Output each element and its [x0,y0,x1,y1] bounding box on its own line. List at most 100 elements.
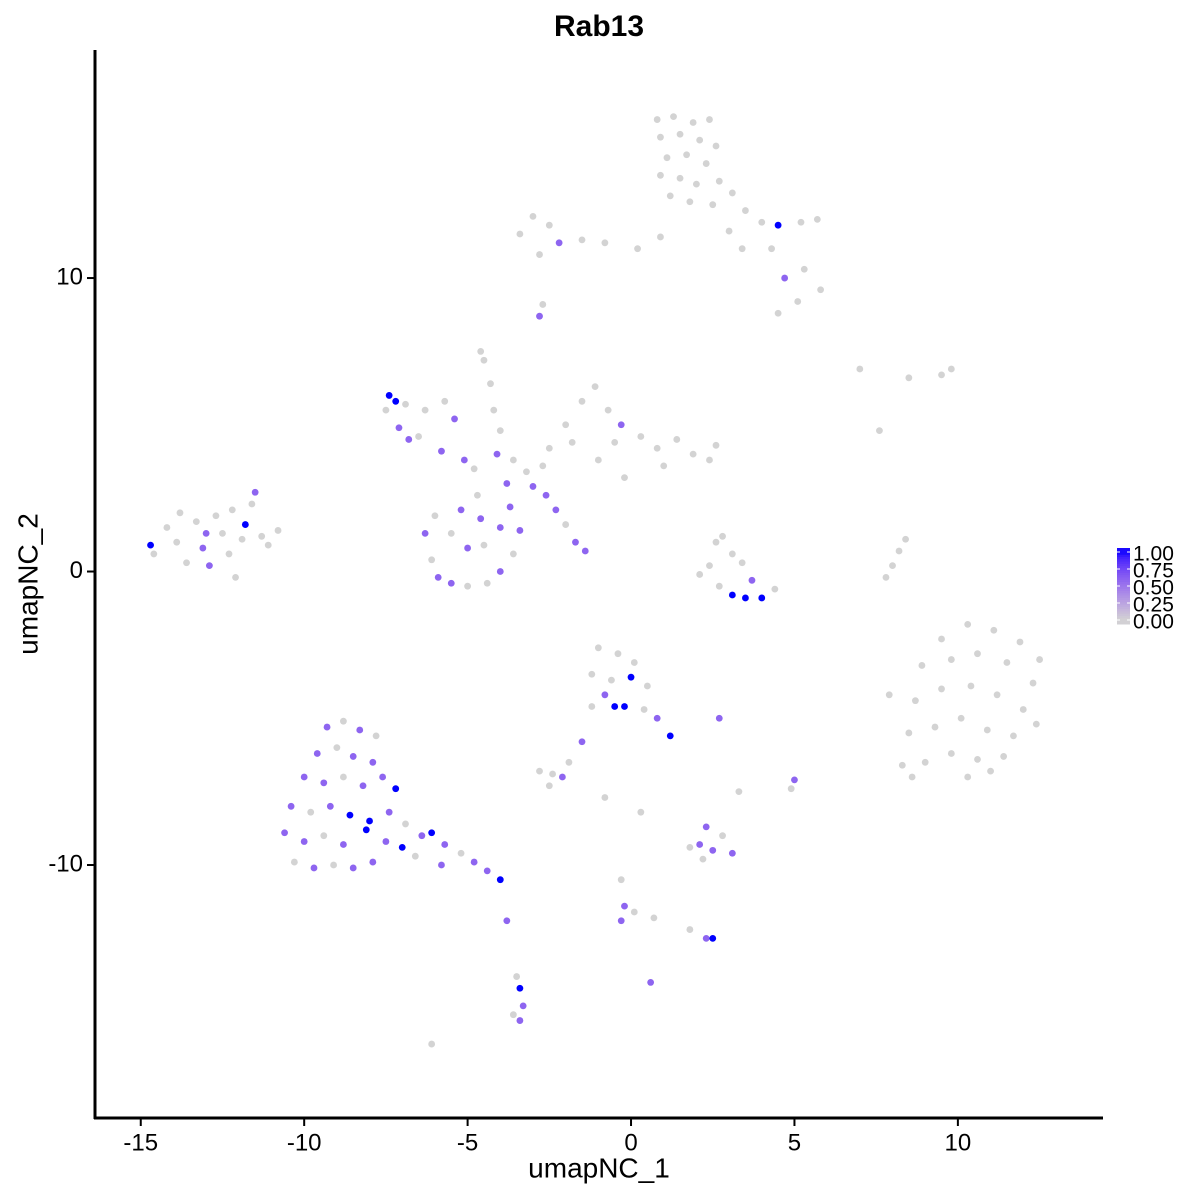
cell-point [650,914,658,922]
cell-point [496,524,504,531]
cell-point [689,450,697,458]
cell-point [699,855,707,863]
cell-point [993,691,1001,699]
cell-point [715,582,723,590]
cell-point [660,462,668,470]
cell-point [1003,659,1011,666]
cell-point [666,192,674,200]
cell-point [800,265,808,273]
cell-point [470,465,478,473]
cell-point [931,723,939,731]
colorbar-label: 0.25 [1133,594,1174,617]
cell-point [545,221,553,229]
cell-point [225,550,233,558]
cell-point [480,541,488,549]
cell-point [1029,679,1037,687]
cell-point [817,286,825,294]
cell-point [356,726,364,734]
colorbar-segment [1117,558,1130,562]
cell-point [241,521,249,528]
cell-point [1010,732,1017,740]
cell-point [974,755,981,763]
colorbar-label: 0.00 [1133,611,1174,634]
cell-point [918,662,926,669]
colorbar-segment [1117,606,1130,610]
cell-point [938,371,945,379]
cell-point [457,506,465,514]
cell-point [421,406,429,414]
cell-point [392,397,400,405]
cell-point [715,714,723,722]
cell-point [565,758,573,766]
colorbar-segment [1117,572,1130,576]
cell-point [614,650,622,658]
cell-point [506,503,514,511]
cell-point [300,773,308,781]
colorbar-segment [1117,567,1130,571]
cell-point [640,706,648,713]
colorbar-segment [1117,556,1130,560]
cell-point [464,582,472,590]
colorbar-segment [1117,592,1130,596]
y-axis-title: umapNC_2 [12,513,43,655]
cell-point [591,383,599,391]
cell-point [369,858,377,866]
cell-point [911,697,919,705]
chart-title: Rab13 [554,10,644,43]
cell-point [219,529,226,537]
cell-point [487,380,494,388]
cell-point [545,444,553,452]
cell-point [274,527,282,534]
cell-point [496,568,504,575]
cell-point [1000,753,1008,760]
cell-point [908,773,916,781]
cell-point [601,794,609,801]
cell-point [438,447,445,455]
cell-point [738,245,746,253]
cell-point [552,506,560,514]
cell-point [447,579,455,587]
cell-point [719,532,726,540]
cell-point [562,521,570,528]
cell-point [333,744,341,752]
cell-point [539,301,547,308]
cell-point [555,239,563,247]
cell-point [696,136,704,144]
cell-point [706,562,713,570]
colorbar-segment [1117,617,1130,625]
cell-point [310,864,318,872]
cell-point [421,529,429,537]
cell-point [549,770,556,778]
cell-point [372,732,380,740]
cell-point [725,227,733,235]
cell-point [431,512,439,520]
cell-point [712,538,720,546]
cell-point [715,177,723,185]
cell-point [608,676,615,684]
cell-point [588,703,596,710]
cell-point [545,782,553,790]
colorbar-segment [1117,574,1130,578]
colorbar-segment [1117,597,1130,601]
cell-point [248,500,256,508]
colorbar-label: 1.00 [1133,543,1174,566]
cell-point [428,1040,436,1048]
cell-point [503,480,511,487]
cell-point [794,298,802,305]
x-tick-label: 5 [788,1129,801,1156]
cell-point [359,782,367,790]
cell-point [1016,638,1024,646]
cell-point [719,832,726,840]
cell-point [781,274,789,282]
points [147,113,1043,1048]
cell-point [712,441,720,449]
cell-point [340,717,347,725]
cell-point [366,817,373,825]
cell-point [483,579,491,587]
cell-point [601,691,609,699]
cell-point [621,474,628,482]
x-tick-label: -10 [287,1129,322,1156]
y-tick-label: 0 [70,557,83,584]
cell-point [281,829,288,837]
cell-point [496,876,504,884]
